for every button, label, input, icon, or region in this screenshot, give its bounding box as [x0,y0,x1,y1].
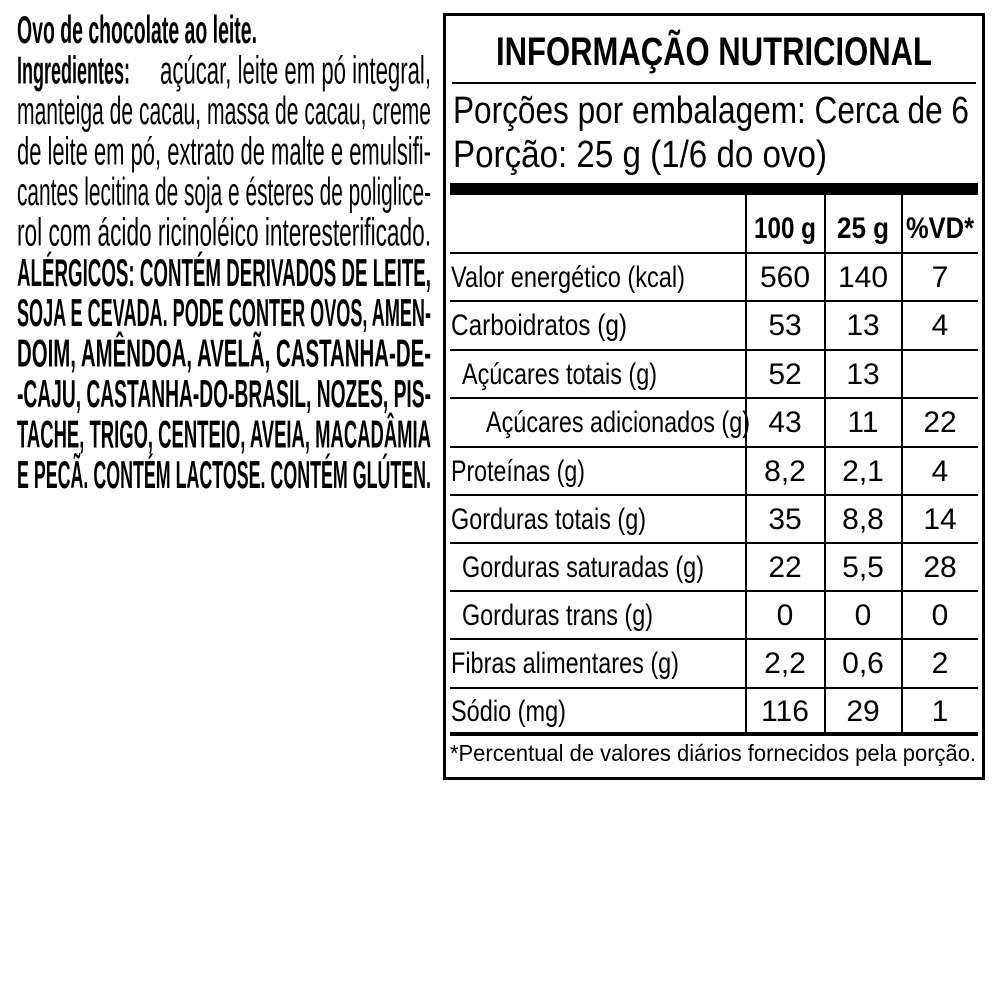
row-label: Proteínas (g) [451,455,585,488]
row-label: Carboidratos (g) [451,309,627,342]
row-label: Gorduras saturadas (g) [462,551,704,584]
row-value-25g: 5,5 [842,551,884,584]
row-value-vd: 28 [923,551,956,584]
row-value-25g: 13 [846,358,879,391]
row-value-vd: 7 [932,261,949,294]
ingredients-label: Ingredientes: [17,50,130,93]
row-value-100g: 8,2 [764,455,806,488]
ingredients-line: de leite em pó, extrato de malte e emuls… [17,130,431,173]
row-value-25g: 8,8 [842,503,884,536]
allergens-line: -CAJU, CASTANHA-DO-BRASIL, NOZES, PIS- [17,373,431,416]
nutrition-facts-text: INFORMAÇÃO NUTRICIONAL Porções por embal… [450,28,976,766]
allergens-line: DOIM, AMÊNDOA, AVELÃ, CASTANHA-DE- [17,332,431,376]
row-value-100g: 52 [768,358,801,391]
row-value-vd: 4 [932,455,949,488]
row-value-25g: 0,6 [842,647,884,680]
footer-divider [450,732,978,736]
title-underline [452,82,976,84]
row-value-25g: 11 [847,406,878,439]
ingredients-line: cantes lecitina de soja e ésteres de pol… [17,171,431,214]
portion-size: Porção: 25 g (1/6 do ovo) [453,134,827,176]
row-divider [450,349,978,351]
ingredients-line: manteiga de cacau, massa de cacau, creme [17,90,431,133]
product-name: Ovo de chocolate ao leite. [17,9,257,52]
allergens-line: TACHE, TRIGO, CENTEIO, AVEIA, MACADÂMIA [17,413,431,457]
nutrition-facts-box: INFORMAÇÃO NUTRICIONAL Porções por embal… [443,13,985,780]
column-divider [824,195,826,732]
row-divider [450,638,978,640]
row-value-100g: 0 [777,599,794,632]
column-header-100g: 100 g [754,212,816,245]
allergens-line: ALÉRGICOS: CONTÉM DERIVADOS DE LEITE, [17,251,431,295]
row-divider [450,446,978,448]
servings-per-package: Porções por embalagem: Cerca de 6 [453,90,969,132]
row-divider [450,397,978,399]
row-divider [450,494,978,496]
row-value-100g: 22 [768,551,801,584]
row-value-25g: 13 [846,309,879,342]
row-value-25g: 0 [855,599,872,632]
footnote: *Percentual de valores diários fornecido… [450,740,976,766]
row-value-100g: 560 [760,261,810,294]
row-label: Gorduras trans (g) [462,599,653,632]
row-divider [450,252,978,254]
column-divider [901,195,903,732]
row-value-25g: 140 [838,261,888,294]
row-value-vd: 2 [932,647,949,680]
row-value-vd: 1 [932,695,949,728]
allergens-line: SOJA E CEVADA. PODE CONTER OVOS, AMEN- [17,292,431,335]
column-divider [745,195,747,732]
row-value-100g: 2,2 [764,647,806,680]
row-value-100g: 43 [768,406,801,439]
row-label: Valor energético (kcal) [451,261,685,294]
row-label: Fibras alimentares (g) [451,647,679,680]
row-divider [450,300,978,302]
column-header-vd: %VD* [906,212,974,245]
product-description-block: Ovo de chocolate ao leite. Ingredientes:… [17,9,431,497]
header-thick-bar [450,183,978,195]
ingredients-line: rol com ácido ricinoléico interesterific… [17,211,431,254]
table-title: INFORMAÇÃO NUTRICIONAL [496,28,932,74]
allergens-line: E PECÃ. CONTÉM LACTOSE. CONTÉM GLÚTEN. [17,453,431,497]
row-value-25g: 29 [846,695,879,728]
row-value-100g: 53 [768,309,801,342]
row-label: Sódio (mg) [451,695,566,728]
row-divider [450,687,978,689]
row-value-vd: 4 [932,309,949,342]
row-value-100g: 116 [761,695,809,728]
row-value-vd: 14 [923,503,956,536]
row-value-25g: 2,1 [842,455,884,488]
row-label: Açúcares adicionados (g) [486,406,750,439]
row-value-100g: 35 [768,503,801,536]
row-label: Açúcares totais (g) [462,358,657,391]
row-value-vd: 0 [932,599,949,632]
row-label: Gorduras totais (g) [451,503,646,536]
column-header-25g: 25 g [837,212,889,245]
row-value-vd: 22 [923,406,956,439]
row-divider [450,542,978,544]
row-divider [450,590,978,592]
ingredients-line: açúcar, leite em pó integral, [160,50,431,93]
